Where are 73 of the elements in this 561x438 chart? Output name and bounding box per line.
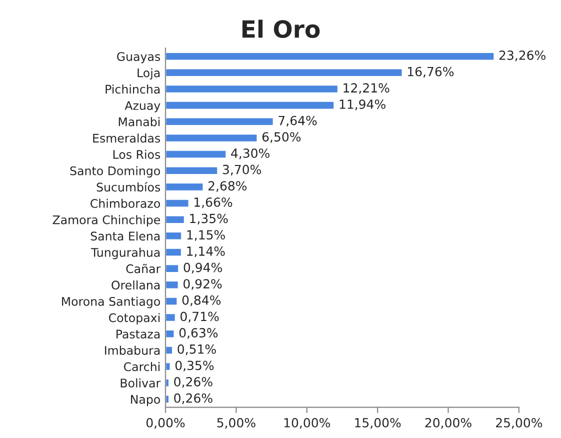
y-tick-label: Carchi bbox=[124, 362, 160, 372]
data-label: 1,66% bbox=[194, 197, 232, 208]
bar bbox=[165, 116, 274, 126]
data-label: 0,51% bbox=[178, 344, 216, 356]
data-label: 0,94% bbox=[184, 262, 222, 274]
data-label: 0,84% bbox=[182, 295, 221, 306]
data-label: 0,26% bbox=[174, 377, 212, 388]
data-label: 16,76% bbox=[408, 66, 454, 78]
y-tick-label: Tungurahua bbox=[90, 248, 160, 260]
y-tick-label: Santo Domingo bbox=[70, 166, 160, 178]
y-tick-label: Guayas bbox=[117, 52, 160, 64]
y-tick-label: Morona Santiago bbox=[62, 296, 160, 308]
chart-title: El Oro bbox=[242, 20, 320, 38]
y-tick-label: Loja bbox=[138, 68, 160, 80]
x-tick-label: 15,00% bbox=[355, 418, 401, 429]
bar bbox=[165, 378, 170, 388]
data-label: 23,26% bbox=[499, 50, 546, 62]
bar bbox=[165, 100, 335, 110]
bar bbox=[165, 150, 227, 160]
y-tick-label: Chimborazo bbox=[90, 198, 160, 208]
y-tick-label: Cotopaxi bbox=[108, 313, 160, 324]
data-label: 11,94% bbox=[340, 99, 386, 110]
data-label: 3,70% bbox=[222, 164, 261, 176]
bar bbox=[165, 362, 172, 372]
y-tick-label: Orellana bbox=[112, 280, 160, 290]
data-label: 0,63% bbox=[179, 328, 218, 339]
bar bbox=[165, 214, 186, 224]
y-tick-label: Cañar bbox=[126, 264, 161, 274]
data-label: 0,35% bbox=[175, 360, 214, 372]
data-label: 7,64% bbox=[278, 116, 317, 127]
data-label: 0,92% bbox=[183, 279, 222, 290]
y-tick-label: Imbabura bbox=[105, 346, 160, 355]
bar bbox=[165, 68, 404, 78]
bar bbox=[165, 394, 170, 404]
data-label: 6,50% bbox=[262, 132, 301, 143]
x-tick-label: 5,00% bbox=[217, 418, 256, 429]
y-tick-label: Sucumbíos bbox=[96, 182, 160, 192]
x-tick-label: 25,00% bbox=[496, 418, 542, 429]
x-tick-label: 0,00% bbox=[146, 418, 185, 429]
bar bbox=[165, 329, 176, 339]
y-tick-label: Pichincha bbox=[106, 84, 160, 94]
data-label: 1,14% bbox=[187, 246, 225, 258]
bar bbox=[165, 182, 204, 192]
y-tick-label: Pastaza bbox=[116, 330, 160, 339]
x-tick-label: 10,00% bbox=[284, 418, 330, 429]
data-label: 1,35% bbox=[190, 214, 228, 224]
data-label: 0,71% bbox=[180, 312, 219, 322]
bar bbox=[165, 198, 190, 208]
bar bbox=[165, 231, 182, 241]
bar bbox=[165, 280, 180, 290]
y-tick-label: Esmeraldas bbox=[93, 133, 160, 143]
bar bbox=[165, 52, 496, 62]
bar bbox=[165, 84, 339, 94]
bar bbox=[165, 345, 174, 355]
data-label: 12,21% bbox=[344, 83, 390, 94]
y-tick-label: Santa Elena bbox=[90, 231, 160, 241]
y-tick-label: Los Rios bbox=[113, 150, 160, 159]
bar bbox=[165, 133, 258, 143]
y-tick-label: Bolivar bbox=[120, 378, 161, 388]
bar bbox=[165, 264, 180, 274]
bar bbox=[165, 166, 218, 176]
bar bbox=[165, 247, 182, 258]
y-tick-label: Azuay bbox=[124, 101, 160, 112]
data-label: 4,30% bbox=[231, 148, 270, 160]
data-label: 1,15% bbox=[187, 230, 225, 241]
y-tick-label: Manabi bbox=[118, 117, 160, 126]
y-tick-label: Napo bbox=[131, 395, 160, 406]
x-tick-label: 20,00% bbox=[425, 418, 472, 429]
data-label: 2,68% bbox=[208, 181, 247, 192]
bar bbox=[165, 296, 178, 306]
data-label: 0,26% bbox=[174, 393, 212, 404]
bar bbox=[165, 312, 176, 322]
y-tick-label: Zamora Chinchipe bbox=[52, 215, 160, 227]
